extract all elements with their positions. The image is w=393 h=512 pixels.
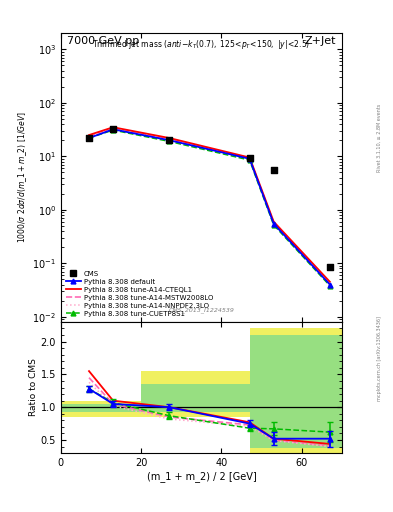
Text: Rivet 3.1.10, ≥ 2.8M events: Rivet 3.1.10, ≥ 2.8M events: [377, 104, 382, 173]
Text: Z+Jet: Z+Jet: [305, 36, 336, 46]
Point: [327, 263, 333, 271]
X-axis label: (m_1 + m_2) / 2 [GeV]: (m_1 + m_2) / 2 [GeV]: [147, 471, 256, 482]
Point: [86, 134, 92, 142]
Legend: CMS, Pythia 8.308 default, Pythia 8.308 tune-A14-CTEQL1, Pythia 8.308 tune-A14-M: CMS, Pythia 8.308 default, Pythia 8.308 …: [64, 269, 215, 318]
Text: mcplots.cern.ch [arXiv:1306.3436]: mcplots.cern.ch [arXiv:1306.3436]: [377, 316, 382, 401]
Point: [110, 125, 116, 134]
Point: [246, 154, 253, 162]
Y-axis label: $1000/\sigma\ 2d\sigma/d(m\_1 + m\_2)\ [1/GeV]$: $1000/\sigma\ 2d\sigma/d(m\_1 + m\_2)\ […: [17, 112, 29, 244]
Text: 7000 GeV pp: 7000 GeV pp: [66, 36, 139, 46]
Point: [166, 136, 173, 144]
Point: [270, 166, 277, 174]
Text: CMS_2013_I1224539: CMS_2013_I1224539: [169, 308, 234, 313]
Text: Trimmed jet mass $(anti\!-\!k_T(0.7),\ 125\!<\!p_T\!<\!150,\ |y|\!<\!2.5)$: Trimmed jet mass $(anti\!-\!k_T(0.7),\ 1…: [92, 37, 310, 51]
Y-axis label: Ratio to CMS: Ratio to CMS: [29, 358, 38, 416]
